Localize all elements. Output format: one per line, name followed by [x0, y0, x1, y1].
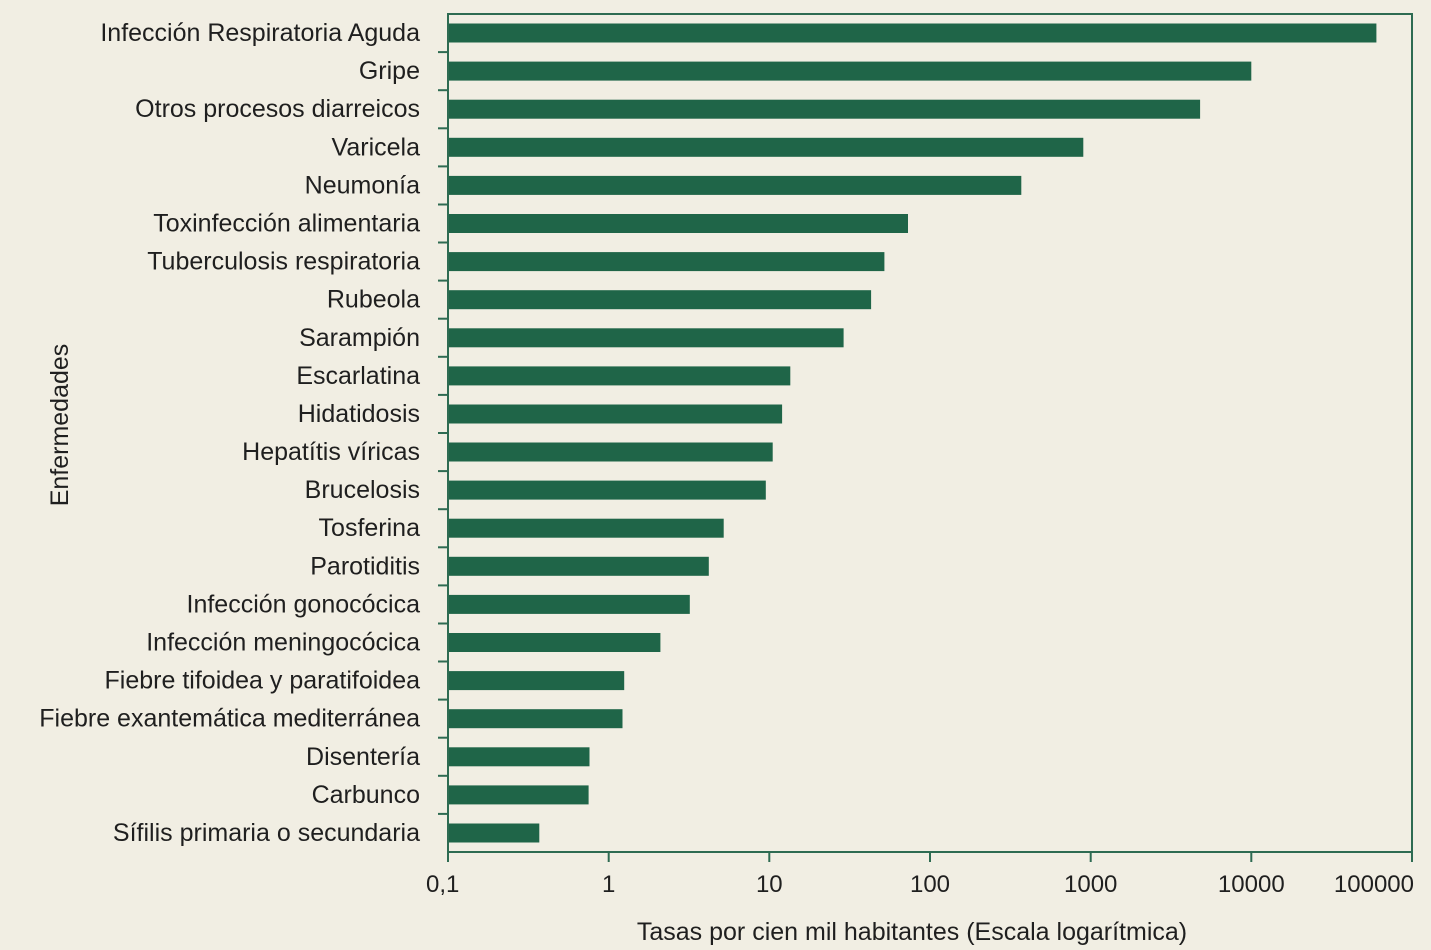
- bar: [449, 328, 844, 348]
- bar: [449, 23, 1377, 43]
- bar: [449, 137, 1084, 157]
- bar: [449, 556, 709, 576]
- bar: [449, 594, 690, 614]
- category-label: Disentería: [306, 743, 420, 771]
- bar: [449, 175, 1022, 195]
- category-label: Hepatítis víricas: [242, 438, 420, 466]
- x-tick-label: 1: [602, 871, 615, 898]
- category-label: Rubeola: [327, 286, 420, 314]
- bar: [449, 214, 908, 233]
- bar: [449, 785, 589, 805]
- category-label: Parotiditis: [310, 552, 420, 580]
- category-label: Fiebre exantemática mediterránea: [39, 705, 420, 733]
- bar: [449, 404, 783, 424]
- x-tick-label: 10000: [1218, 871, 1285, 898]
- bar: [449, 290, 872, 310]
- y-axis-title: Enfermedades: [46, 344, 74, 507]
- category-label: Hidatidosis: [298, 400, 420, 428]
- category-label: Tosferina: [319, 514, 421, 542]
- category-label: Tuberculosis respiratoria: [147, 248, 420, 276]
- category-label: Infección meningocócica: [146, 629, 420, 657]
- bar: [449, 366, 791, 386]
- bar: [449, 671, 625, 691]
- bar: [449, 823, 540, 843]
- x-tick-label: 1000: [1064, 871, 1117, 898]
- category-label: Varicela: [332, 133, 421, 161]
- category-label: Gripe: [359, 57, 420, 85]
- category-label: Fiebre tifoidea y paratifoidea: [105, 667, 421, 695]
- category-label: Toxinfección alimentaria: [153, 210, 420, 238]
- bar: [449, 709, 623, 729]
- category-label: Brucelosis: [305, 476, 420, 504]
- bar: [449, 61, 1252, 81]
- category-label: Otros procesos diarreicos: [135, 95, 420, 123]
- bar: [449, 747, 590, 767]
- x-tick-label: 100: [910, 871, 950, 898]
- x-tick-label: 10: [756, 871, 783, 898]
- bar: [449, 480, 766, 500]
- x-axis-title: Tasas por cien mil habitantes (Escala lo…: [637, 918, 1187, 946]
- category-label: Neumonía: [305, 171, 420, 199]
- category-label: Sarampión: [299, 324, 420, 352]
- category-label: Sífilis primaria o secundaria: [113, 819, 420, 847]
- bar: [449, 442, 773, 462]
- category-label: Carbunco: [312, 781, 420, 809]
- category-label: Escarlatina: [296, 362, 420, 390]
- x-tick-label: 100000: [1334, 871, 1414, 898]
- category-label: Infección Respiratoria Aguda: [100, 19, 420, 47]
- bar: [449, 252, 885, 272]
- bar: [449, 99, 1201, 119]
- bar: [449, 633, 661, 652]
- x-tick-label: 0,1: [426, 871, 459, 898]
- bar: [449, 518, 724, 538]
- category-label: Infección gonocócica: [187, 590, 421, 618]
